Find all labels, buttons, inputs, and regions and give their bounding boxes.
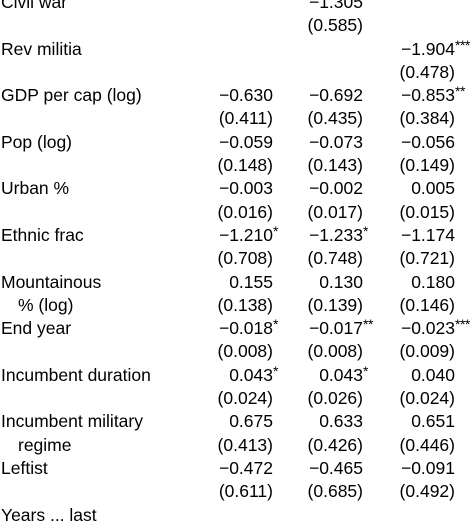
se-cell: (0.024) xyxy=(399,388,455,409)
coef-row-incumbent-military-regime: Incumbent military 0.675 0.633 0.651 xyxy=(0,410,474,433)
se-cell: (0.143) xyxy=(307,155,363,176)
se-cell: (0.426) xyxy=(307,434,363,455)
se-cell: (0.413) xyxy=(217,434,273,455)
coef-cell: 0.651 xyxy=(411,411,455,432)
se-cell: (0.149) xyxy=(399,155,455,176)
coef-row-incumbent-duration: Incumbent duration 0.043* 0.043* 0.040 xyxy=(0,362,474,387)
coef-cell: −1.233* xyxy=(308,222,368,245)
se-row-mountainous: % (log) (0.138) (0.139) (0.146) xyxy=(0,294,474,317)
coef-cell: 0.043* xyxy=(229,362,278,385)
coef-row-years-since: Years ... last xyxy=(0,504,474,527)
coef-row-ethnic-frac: Ethnic frac −1.210* −1.233* −1.174 xyxy=(0,222,474,247)
coef-cell: 0.180 xyxy=(411,271,455,292)
coef-row-gdp-per-cap: GDP per cap (log) −0.630 −0.692 −0.853** xyxy=(0,83,474,107)
coef-cell: 0.005 xyxy=(411,178,455,199)
coef-cell: −0.018* xyxy=(218,316,278,339)
variable-label: Civil war xyxy=(1,0,68,12)
variable-label-cont: regime xyxy=(18,434,72,455)
se-cell: (0.748) xyxy=(307,248,363,269)
se-cell: (0.148) xyxy=(217,155,273,176)
coef-cell: −0.059 xyxy=(218,131,273,152)
variable-label: Rev militia xyxy=(1,38,82,59)
variable-label-cont: % (log) xyxy=(18,294,74,315)
coef-row-rev-militia: Rev militia −1.904*** xyxy=(0,36,474,61)
se-cell: (0.585) xyxy=(307,15,363,36)
se-row-pop: (0.148) (0.143) (0.149) xyxy=(0,154,474,177)
variable-label: Ethnic frac xyxy=(1,224,84,245)
variable-label: End year xyxy=(1,318,72,339)
variable-label: Incumbent duration xyxy=(1,364,151,385)
se-row-incumbent-military-regime: regime (0.413) (0.426) (0.446) xyxy=(0,434,474,457)
coef-cell: −0.853** xyxy=(400,83,465,106)
se-cell: (0.016) xyxy=(217,201,273,222)
se-cell: (0.146) xyxy=(399,294,455,315)
coef-cell: −0.073 xyxy=(308,131,363,152)
coef-row-leftist: Leftist −0.472 −0.465 −0.091 xyxy=(0,457,474,480)
variable-label: Mountainous xyxy=(1,271,102,292)
variable-label: Leftist xyxy=(1,457,48,478)
se-row-urban: (0.016) (0.017) (0.015) xyxy=(0,201,474,224)
coef-cell: −0.002 xyxy=(308,178,363,199)
se-cell: (0.611) xyxy=(218,481,273,502)
coef-cell: −1.305** xyxy=(308,0,373,12)
se-row-ethnic-frac: (0.708) (0.748) (0.721) xyxy=(0,247,474,270)
se-row-incumbent-duration: (0.024) (0.026) (0.024) xyxy=(0,387,474,410)
se-cell: (0.009) xyxy=(399,341,455,362)
se-cell: (0.138) xyxy=(217,294,273,315)
coef-row-civil-war: Civil war −1.305** xyxy=(0,0,474,14)
coef-cell: 0.040 xyxy=(411,364,455,385)
coef-cell: 0.130 xyxy=(319,271,363,292)
variable-label: Incumbent military xyxy=(1,411,143,432)
coef-cell: −0.056 xyxy=(400,131,455,152)
coef-row-urban: Urban % −0.003 −0.002 0.005 xyxy=(0,177,474,200)
variable-label: GDP per cap (log) xyxy=(1,85,142,106)
se-cell: (0.411) xyxy=(218,108,273,129)
se-cell: (0.017) xyxy=(307,201,363,222)
coef-cell: −0.003 xyxy=(218,178,273,199)
coef-row-pop: Pop (log) −0.059 −0.073 −0.056 xyxy=(0,131,474,154)
se-row-leftist: (0.611) (0.685) (0.492) xyxy=(0,480,474,503)
se-cell: (0.685) xyxy=(307,481,363,502)
coef-cell: −1.174 xyxy=(400,224,455,245)
coef-cell: 0.633 xyxy=(319,411,363,432)
coef-cell: 0.675 xyxy=(229,411,273,432)
se-cell: (0.008) xyxy=(217,341,273,362)
coef-cell: −0.023*** xyxy=(400,316,470,339)
se-cell: (0.708) xyxy=(217,248,273,269)
coef-cell: −0.472 xyxy=(218,457,273,478)
se-cell: (0.026) xyxy=(307,388,363,409)
coef-cell: −1.210* xyxy=(218,222,278,245)
se-row-civil-war: (0.585) xyxy=(0,14,474,37)
se-cell: (0.435) xyxy=(307,108,363,129)
variable-label: Urban % xyxy=(1,178,70,199)
variable-label: Years ... last xyxy=(1,504,97,525)
coef-row-end-year: End year −0.018* −0.017** −0.023*** xyxy=(0,316,474,340)
se-cell: (0.492) xyxy=(399,481,455,502)
se-cell: (0.478) xyxy=(399,61,455,82)
coef-row-mountainous: Mountainous 0.155 0.130 0.180 xyxy=(0,271,474,294)
se-row-rev-militia: (0.478) xyxy=(0,61,474,84)
coef-cell: 0.043* xyxy=(319,362,368,385)
se-cell: (0.139) xyxy=(307,294,363,315)
coef-cell: −0.692 xyxy=(308,85,363,106)
coef-cell: −0.091 xyxy=(400,457,455,478)
coef-cell: −1.904*** xyxy=(400,36,470,59)
se-row-gdp-per-cap: (0.411) (0.435) (0.384) xyxy=(0,107,474,130)
coef-cell: −0.465 xyxy=(308,457,363,478)
se-cell: (0.384) xyxy=(399,108,455,129)
se-row-end-year: (0.008) (0.008) (0.009) xyxy=(0,340,474,363)
se-cell: (0.024) xyxy=(217,388,273,409)
se-cell: (0.008) xyxy=(307,341,363,362)
se-cell: (0.721) xyxy=(399,248,455,269)
coef-cell: −0.017** xyxy=(308,316,373,339)
coef-cell: −0.630 xyxy=(218,85,273,106)
variable-label: Pop (log) xyxy=(1,131,73,152)
se-cell: (0.446) xyxy=(399,434,455,455)
se-cell: (0.015) xyxy=(399,201,455,222)
coef-cell: 0.155 xyxy=(229,271,273,292)
